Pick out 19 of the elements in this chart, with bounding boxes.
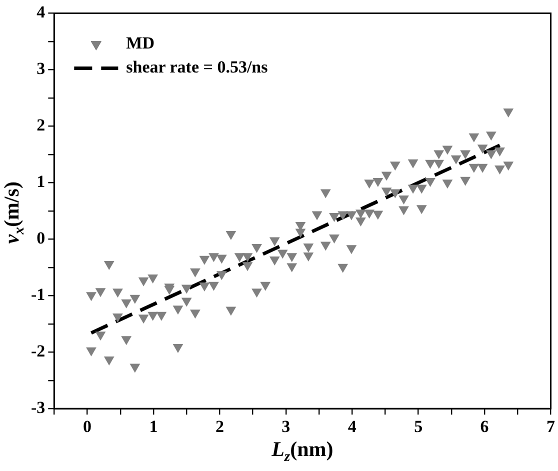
x-tick-label: 6: [480, 417, 489, 436]
y-tick-label: 0: [36, 228, 46, 248]
x-tick-label: 1: [149, 417, 158, 436]
x-tick-label: 2: [215, 417, 224, 436]
x-tick-label: 0: [83, 417, 92, 436]
legend-label: shear rate = 0.53/ns: [126, 58, 268, 77]
y-tick-label: -1: [30, 285, 46, 304]
x-tick-label: 4: [348, 417, 357, 436]
x-axis-title: L$_{z}$(nm): [270, 437, 334, 466]
y-tick-label: 2: [36, 116, 46, 135]
y-tick-label: -2: [30, 342, 46, 361]
x-tick-label: 3: [282, 417, 290, 436]
y-tick-label: 4: [36, 2, 46, 22]
y-tick-label: 3: [36, 59, 46, 78]
y-tick-label: -3: [30, 398, 46, 417]
legend-label: MD: [126, 34, 154, 53]
x-tick-label: 5: [414, 417, 423, 436]
x-tick-label: 7: [546, 417, 556, 436]
y-tick-label: 1: [36, 172, 46, 192]
